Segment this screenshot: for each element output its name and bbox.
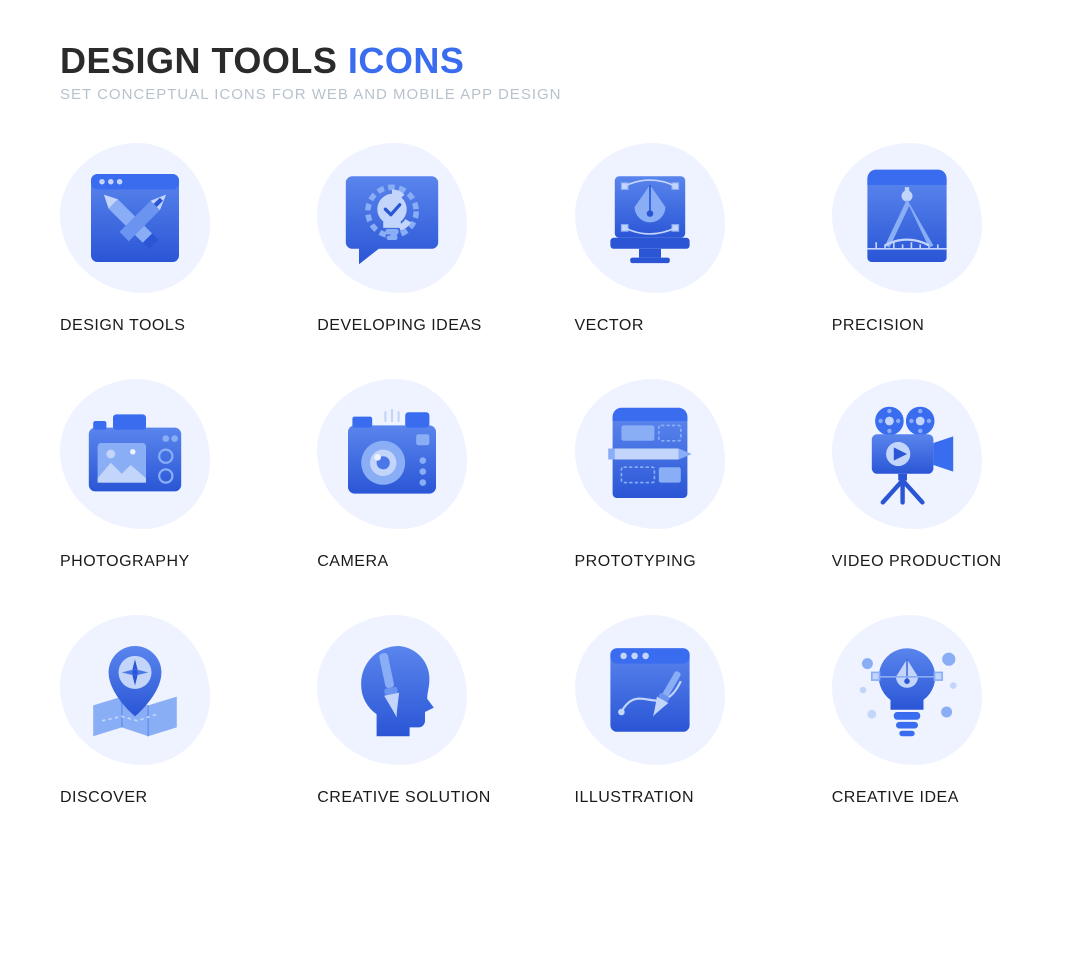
- cell-developing-ideas: DEVELOPING IDEAS: [317, 143, 514, 335]
- blob: [60, 143, 210, 293]
- blob: [832, 615, 982, 765]
- cell-video-production: VIDEO PRODUCTION: [832, 379, 1029, 571]
- blob: [317, 615, 467, 765]
- camera-icon: [337, 399, 447, 509]
- page-subtitle: SET CONCEPTUAL ICONS FOR WEB AND MOBILE …: [60, 86, 1029, 103]
- label: VECTOR: [575, 317, 772, 335]
- blob: [575, 379, 725, 529]
- video-production-icon: [852, 399, 962, 509]
- design-tools-icon: [80, 163, 190, 273]
- cell-prototyping: PROTOTYPING: [575, 379, 772, 571]
- creative-solution-icon: [337, 635, 447, 745]
- icon-grid: DESIGN TOOLS: [60, 143, 1029, 807]
- label: PHOTOGRAPHY: [60, 553, 257, 571]
- cell-photography: PHOTOGRAPHY: [60, 379, 257, 571]
- developing-ideas-icon: [337, 163, 447, 273]
- blob: [832, 379, 982, 529]
- blob: [60, 379, 210, 529]
- blob: [575, 143, 725, 293]
- label: DISCOVER: [60, 789, 257, 807]
- title-main: DESIGN TOOLS: [60, 40, 337, 81]
- label: VIDEO PRODUCTION: [832, 553, 1029, 571]
- header: DESIGN TOOLS ICONS SET CONCEPTUAL ICONS …: [60, 40, 1029, 103]
- label: PROTOTYPING: [575, 553, 772, 571]
- blob: [317, 379, 467, 529]
- title-accent: ICONS: [348, 40, 465, 81]
- cell-precision: PRECISION: [832, 143, 1029, 335]
- cell-creative-solution: CREATIVE SOLUTION: [317, 615, 514, 807]
- illustration-icon: [595, 635, 705, 745]
- vector-icon: [595, 163, 705, 273]
- precision-icon: [852, 163, 962, 273]
- discover-icon: [80, 635, 190, 745]
- label: DEVELOPING IDEAS: [317, 317, 514, 335]
- label: DESIGN TOOLS: [60, 317, 257, 335]
- blob: [832, 143, 982, 293]
- cell-creative-idea: CREATIVE IDEA: [832, 615, 1029, 807]
- blob: [60, 615, 210, 765]
- cell-discover: DISCOVER: [60, 615, 257, 807]
- label: CAMERA: [317, 553, 514, 571]
- blob: [575, 615, 725, 765]
- label: CREATIVE SOLUTION: [317, 789, 514, 807]
- cell-vector: VECTOR: [575, 143, 772, 335]
- blob: [317, 143, 467, 293]
- photography-icon: [80, 399, 190, 509]
- cell-design-tools: DESIGN TOOLS: [60, 143, 257, 335]
- label: CREATIVE IDEA: [832, 789, 1029, 807]
- label: PRECISION: [832, 317, 1029, 335]
- prototyping-icon: [595, 399, 705, 509]
- cell-illustration: ILLUSTRATION: [575, 615, 772, 807]
- cell-camera: CAMERA: [317, 379, 514, 571]
- label: ILLUSTRATION: [575, 789, 772, 807]
- page-title: DESIGN TOOLS ICONS: [60, 40, 1029, 82]
- creative-idea-icon: [852, 635, 962, 745]
